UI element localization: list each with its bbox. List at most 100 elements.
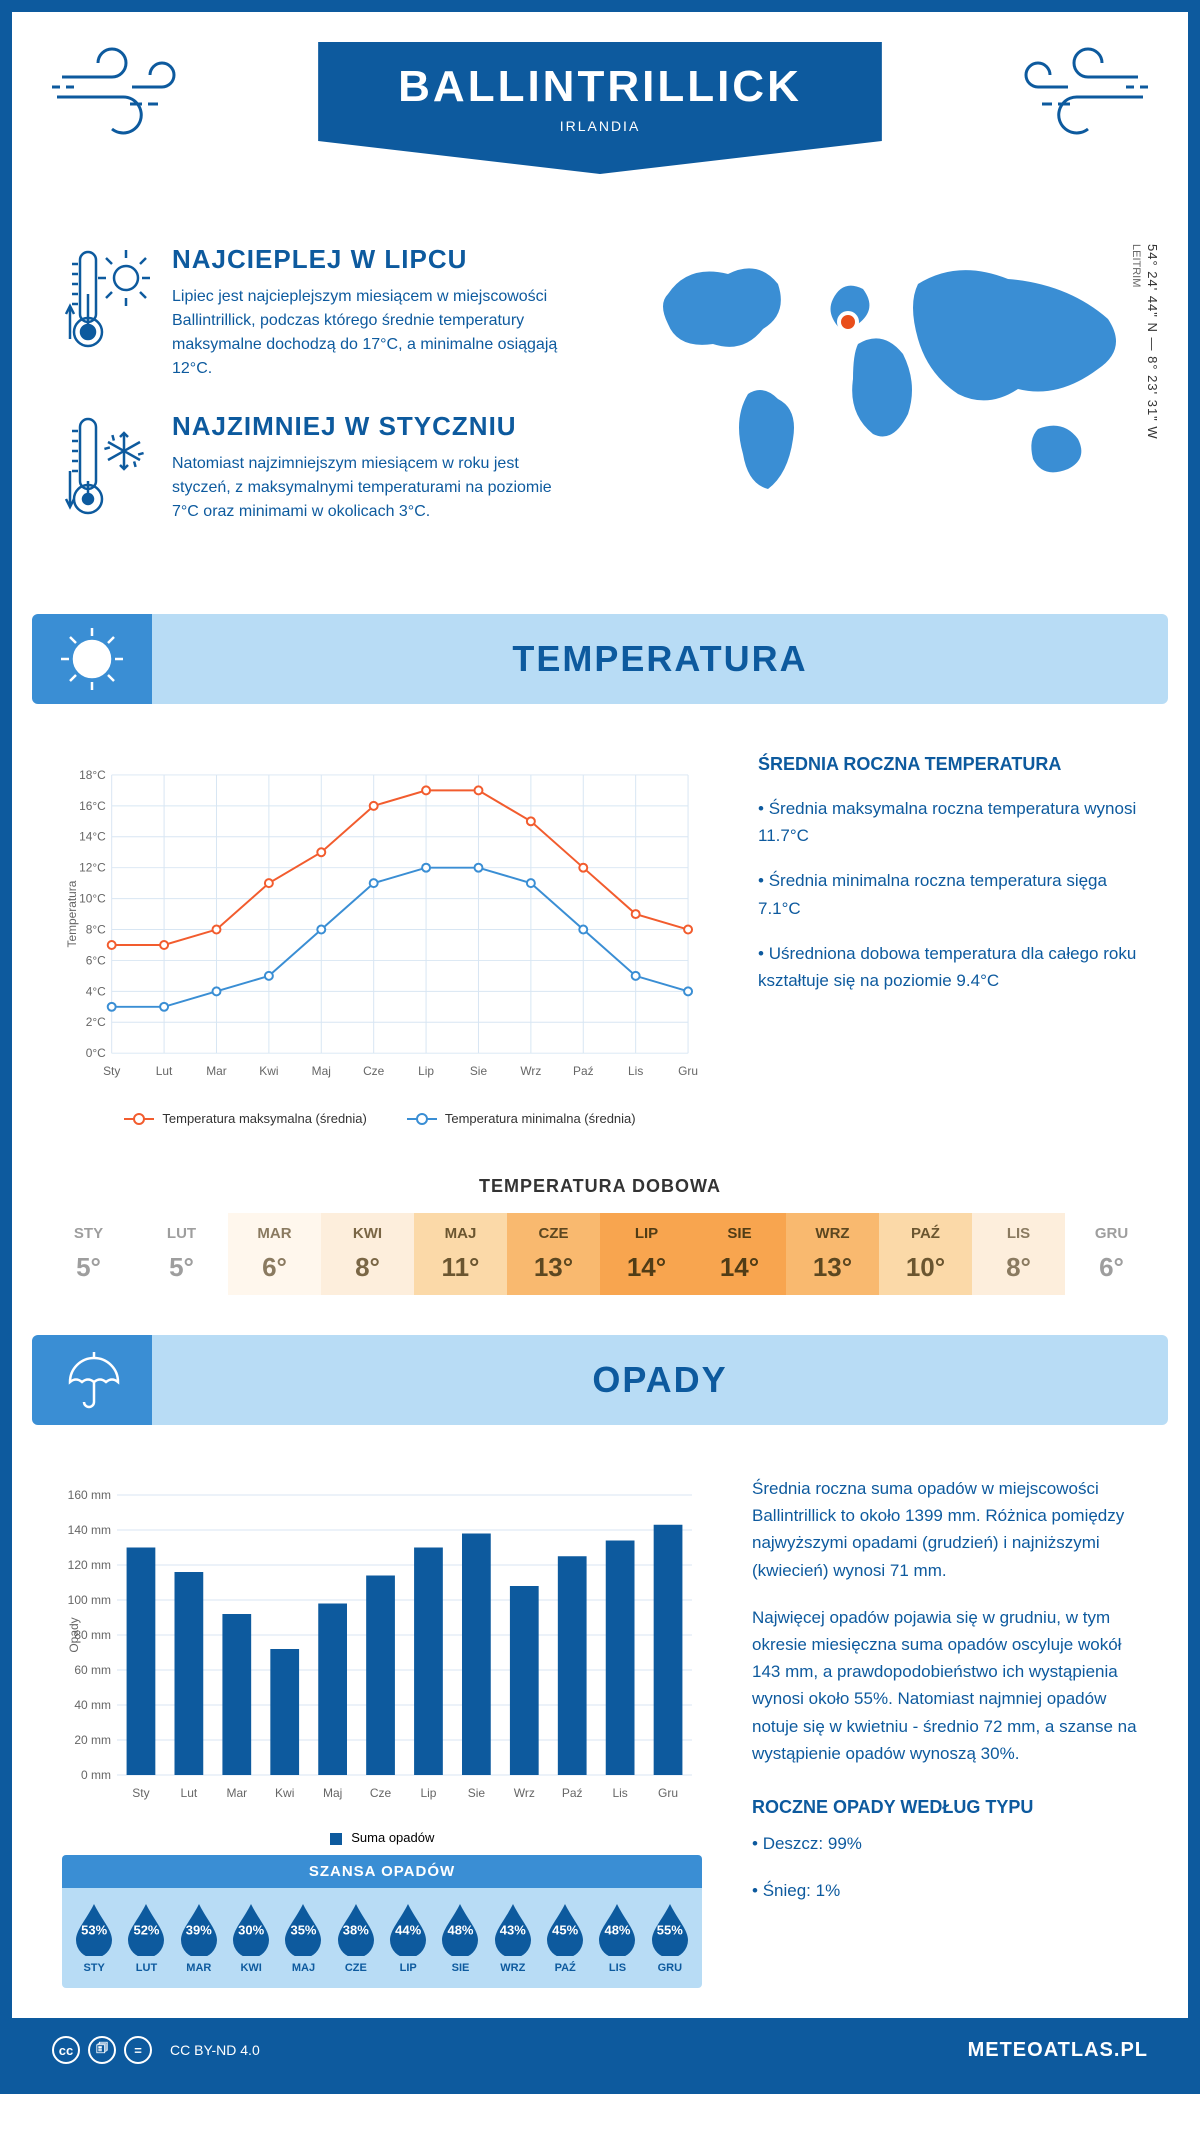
svg-text:0 mm: 0 mm <box>81 1768 111 1782</box>
precip-snow: • Śnieg: 1% <box>752 1877 1138 1904</box>
legend-min-label: Temperatura minimalna (średnia) <box>445 1111 636 1126</box>
title-banner: BALLINTRILLICK IRLANDIA <box>318 42 882 174</box>
svg-text:Paź: Paź <box>573 1064 594 1078</box>
svg-text:160 mm: 160 mm <box>68 1488 111 1502</box>
temperature-title: TEMPERATURA <box>512 638 807 680</box>
svg-text:2°C: 2°C <box>86 1015 106 1029</box>
svg-text:Wrz: Wrz <box>520 1064 541 1078</box>
legend-max: Temperatura maksymalna (średnia) <box>124 1111 366 1126</box>
svg-text:4°C: 4°C <box>86 984 106 998</box>
daily-temp-cell: STY 5° <box>42 1213 135 1295</box>
svg-text:10°C: 10°C <box>79 892 106 906</box>
sun-icon <box>57 624 127 694</box>
precip-text-2: Najwięcej opadów pojawia się w grudniu, … <box>752 1604 1138 1767</box>
rain-chance-panel: SZANSA OPADÓW 53% STY 52% LUT 39% MAR 30… <box>62 1855 702 1988</box>
legend-square <box>330 1833 342 1845</box>
svg-text:18°C: 18°C <box>79 768 106 782</box>
legend-sum-label: Suma opadów <box>351 1830 434 1845</box>
precipitation-title: OPADY <box>592 1359 727 1401</box>
precipitation-legend: Suma opadów <box>62 1830 702 1845</box>
license-block: cc 🗊 = CC BY-ND 4.0 <box>52 2036 260 2064</box>
annual-temp-title: ŚREDNIA ROCZNA TEMPERATURA <box>758 754 1138 775</box>
svg-text:0°C: 0°C <box>86 1046 106 1060</box>
precipitation-bar-chart: 0 mm20 mm40 mm60 mm80 mm100 mm120 mm140 … <box>62 1475 702 1815</box>
svg-text:14°C: 14°C <box>79 830 106 844</box>
svg-text:Sty: Sty <box>132 1786 149 1800</box>
svg-text:6°C: 6°C <box>86 953 106 967</box>
svg-text:16°C: 16°C <box>79 799 106 813</box>
daily-temp-cell: CZE 13° <box>507 1213 600 1295</box>
by-icon: 🗊 <box>88 2036 116 2064</box>
coldest-fact: NAJZIMNIEJ W STYCZNIU Natomiast najzimni… <box>62 411 578 524</box>
rain-chance-cell: 55% GRU <box>646 1902 694 1974</box>
svg-text:Cze: Cze <box>370 1786 392 1800</box>
rain-chance-cell: 52% LUT <box>122 1902 170 1974</box>
svg-text:Gru: Gru <box>658 1786 678 1800</box>
coordinates-label: 54° 24' 44" N — 8° 23' 31" W <box>1145 244 1160 440</box>
page: BALLINTRILLICK IRLANDIA <box>0 0 1200 2094</box>
precip-text-1: Średnia roczna suma opadów w miejscowośc… <box>752 1475 1138 1584</box>
svg-text:Temperatura: Temperatura <box>65 880 79 947</box>
annual-bullet-1: • Średnia minimalna roczna temperatura s… <box>758 867 1138 921</box>
svg-text:Sie: Sie <box>468 1786 486 1800</box>
header: BALLINTRILLICK IRLANDIA <box>12 12 1188 234</box>
coldest-title: NAJZIMNIEJ W STYCZNIU <box>172 411 578 442</box>
svg-text:Opady: Opady <box>67 1617 81 1652</box>
svg-text:20 mm: 20 mm <box>74 1733 111 1747</box>
svg-text:120 mm: 120 mm <box>68 1558 111 1572</box>
precipitation-info: Średnia roczna suma opadów w miejscowośc… <box>752 1475 1138 1988</box>
rain-chance-cell: 44% LIP <box>384 1902 432 1974</box>
wind-icon-left <box>52 42 192 142</box>
svg-text:Lis: Lis <box>628 1064 643 1078</box>
warmest-title: NAJCIEPLEJ W LIPCU <box>172 244 578 275</box>
svg-text:60 mm: 60 mm <box>74 1663 111 1677</box>
daily-temp-cell: PAŹ 10° <box>879 1213 972 1295</box>
cc-icon: cc <box>52 2036 80 2064</box>
map-container: 54° 24' 44" N — 8° 23' 31" W LEITRIM <box>618 244 1138 554</box>
daily-temp-cell: LIS 8° <box>972 1213 1065 1295</box>
precipitation-section-banner: OPADY <box>32 1335 1168 1425</box>
svg-text:Lut: Lut <box>156 1064 173 1078</box>
climate-facts: NAJCIEPLEJ W LIPCU Lipiec jest najcieple… <box>62 244 578 554</box>
svg-text:Kwi: Kwi <box>259 1064 278 1078</box>
rain-chance-cell: 53% STY <box>70 1902 118 1974</box>
daily-temp-cell: SIE 14° <box>693 1213 786 1295</box>
daily-temp-grid: STY 5° LUT 5° MAR 6° KWI 8° MAJ 11° CZE … <box>42 1213 1158 1295</box>
footer: cc 🗊 = CC BY-ND 4.0 METEOATLAS.PL <box>12 2018 1188 2082</box>
svg-text:Maj: Maj <box>323 1786 342 1800</box>
svg-text:Kwi: Kwi <box>275 1786 294 1800</box>
svg-text:Sty: Sty <box>103 1064 120 1078</box>
site-name: METEOATLAS.PL <box>968 2039 1148 2062</box>
temperature-line-chart: 0°C 2°C 4°C 6°C 8°C 10°C 12°C 14°C 16°C 18°C Sty Lu… <box>62 754 698 1094</box>
location-title: BALLINTRILLICK <box>398 62 802 112</box>
rain-chance-cell: 45% PAŹ <box>541 1902 589 1974</box>
rain-chance-cell: 39% MAR <box>175 1902 223 1974</box>
world-map <box>618 244 1138 504</box>
daily-temp-cell: LUT 5° <box>135 1213 228 1295</box>
svg-text:Mar: Mar <box>206 1064 227 1078</box>
daily-temp-cell: GRU 6° <box>1065 1213 1158 1295</box>
region-label: LEITRIM <box>1130 244 1142 287</box>
svg-text:8°C: 8°C <box>86 922 106 936</box>
annual-bullet-2: • Uśredniona dobowa temperatura dla całe… <box>758 940 1138 994</box>
svg-text:Cze: Cze <box>363 1064 385 1078</box>
legend-min: Temperatura minimalna (średnia) <box>407 1111 636 1126</box>
license-text: CC BY-ND 4.0 <box>170 2042 260 2058</box>
svg-text:40 mm: 40 mm <box>74 1698 111 1712</box>
rain-chance-cell: 38% CZE <box>332 1902 380 1974</box>
daily-temp-cell: MAJ 11° <box>414 1213 507 1295</box>
svg-text:Mar: Mar <box>226 1786 247 1800</box>
svg-text:Gru: Gru <box>678 1064 698 1078</box>
svg-text:12°C: 12°C <box>79 861 106 875</box>
warmest-text: Lipiec jest najcieplejszym miesiącem w m… <box>172 285 578 381</box>
svg-text:Paź: Paź <box>562 1786 583 1800</box>
svg-text:140 mm: 140 mm <box>68 1523 111 1537</box>
svg-text:Maj: Maj <box>312 1064 331 1078</box>
rain-chance-cell: 48% SIE <box>436 1902 484 1974</box>
daily-temp-title: TEMPERATURA DOBOWA <box>12 1176 1188 1197</box>
precip-rain: • Deszcz: 99% <box>752 1830 1138 1857</box>
daily-temp-cell: LIP 14° <box>600 1213 693 1295</box>
svg-text:Lip: Lip <box>420 1786 436 1800</box>
daily-temp-cell: MAR 6° <box>228 1213 321 1295</box>
svg-text:100 mm: 100 mm <box>68 1593 111 1607</box>
